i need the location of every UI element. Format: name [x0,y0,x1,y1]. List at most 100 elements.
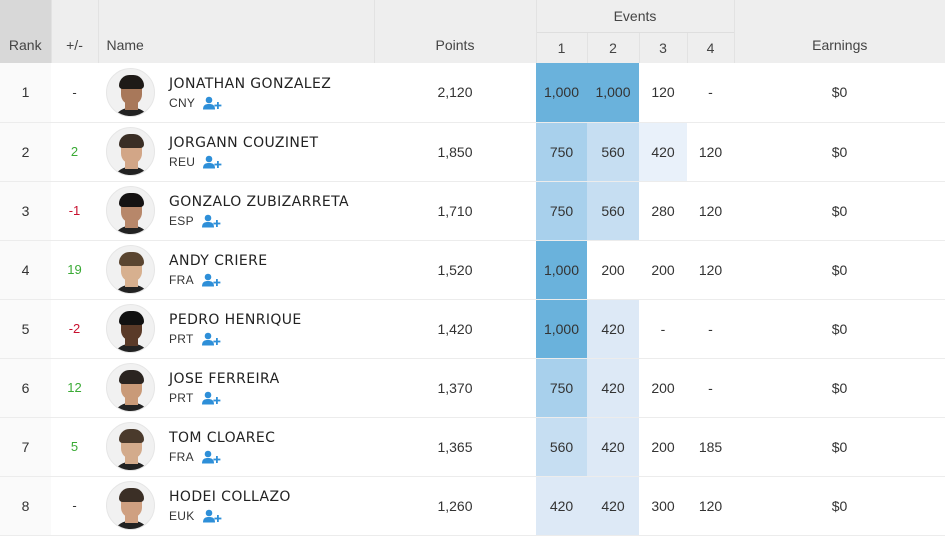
athlete-name[interactable]: JONATHAN GONZALEZ [169,75,332,92]
total-points: 1,850 [374,122,536,182]
event-1-header[interactable]: 1 [535,31,587,63]
add-person-icon[interactable] [201,332,221,346]
athlete-avatar[interactable] [106,481,155,530]
table-row[interactable]: 6 12 JOSE FERREIRA PRT [0,358,945,418]
total-points: 1,370 [374,358,536,418]
rank-cell: 4 [0,240,51,300]
athlete-meta: FRA [169,273,268,287]
change-header[interactable]: +/- [50,0,98,63]
table-row[interactable]: 4 19 ANDY CRIERE FRA [0,240,945,300]
event-2-header[interactable]: 2 [586,31,639,63]
athlete-country: PRT [169,391,194,405]
athlete-name[interactable]: JORGANN COUZINET [169,135,319,151]
athlete-meta: ESP [169,214,349,228]
athlete-info: JORGANN COUZINET REU [169,134,318,169]
table-row[interactable]: 7 5 TOM CLOAREC FRA [0,417,945,477]
athlete-cell: JONATHAN GONZALEZ CNY [98,63,374,123]
total-points: 1,710 [374,181,536,241]
athlete-country: PRT [169,332,194,346]
athlete-country: REU [169,155,196,169]
event-2-points: 420 [587,299,639,359]
athlete-avatar[interactable] [106,304,155,353]
athlete-avatar[interactable] [106,245,155,294]
athlete-avatar[interactable] [106,186,155,235]
athlete-name[interactable]: GONZALO ZUBIZARRETA [169,194,349,210]
add-person-icon[interactable] [202,509,222,523]
athlete-avatar[interactable] [106,127,155,176]
avatar-hair [119,311,144,325]
earnings: $0 [734,358,945,418]
event-1-points: 420 [536,476,587,536]
add-person-icon[interactable] [203,155,222,169]
points-header[interactable]: Points [373,0,536,63]
rank-cell: 2 [0,122,51,182]
event-4-points: 185 [687,417,734,477]
event-3-points: - [639,299,687,359]
earnings-header[interactable]: Earnings [733,0,945,63]
event-4-points: 120 [687,240,734,300]
athlete-name[interactable]: TOM CLOAREC [169,430,276,446]
total-points: 1,260 [374,476,536,536]
athlete-cell: GONZALO ZUBIZARRETA ESP [98,181,374,241]
table-row[interactable]: 3 -1 GONZALO ZUBIZARRETA ESP [0,181,945,241]
athlete-info: TOM CLOAREC FRA [169,429,275,464]
add-person-icon[interactable] [201,273,221,287]
avatar-hair [119,488,144,502]
athlete-cell: HODEI COLLAZO EUK [98,476,374,536]
athlete-meta: PRT [169,332,302,346]
event-1-points: 750 [536,122,587,182]
rank-cell: 6 [0,358,51,418]
rank-cell: 5 [0,299,51,359]
rank-change: -2 [51,299,98,359]
table-body: 1 - JONATHAN GONZALEZ CNY [0,63,945,536]
athlete-name[interactable]: JOSE FERREIRA [169,371,280,387]
table-row[interactable]: 1 - JONATHAN GONZALEZ CNY [0,63,945,123]
athlete-cell: JORGANN COUZINET REU [98,122,374,182]
rank-header[interactable]: Rank [0,0,51,63]
athlete: GONZALO ZUBIZARRETA ESP [98,186,374,235]
athlete-avatar[interactable] [106,363,155,412]
athlete: PEDRO HENRIQUE PRT [98,304,374,353]
athlete-name[interactable]: ANDY CRIERE [169,253,268,269]
rank-change: -1 [51,181,98,241]
event-4-header[interactable]: 4 [686,31,734,63]
event-2-points: 420 [587,476,639,536]
athlete-name[interactable]: HODEI COLLAZO [169,489,291,505]
add-person-icon[interactable] [201,391,221,405]
event-2-points: 420 [587,358,639,418]
total-points: 2,120 [374,63,536,123]
athlete-name[interactable]: PEDRO HENRIQUE [169,312,302,328]
table-row[interactable]: 2 2 JORGANN COUZINET REU [0,122,945,182]
athlete-cell: ANDY CRIERE FRA [98,240,374,300]
event-3-points: 200 [639,240,687,300]
athlete-avatar[interactable] [106,422,155,471]
event-1-points: 750 [536,181,587,241]
name-header[interactable]: Name [97,0,374,63]
event-4-points: 120 [687,122,734,182]
avatar-shirt [113,462,150,470]
earnings: $0 [734,476,945,536]
athlete-meta: CNY [169,96,331,110]
table-row[interactable]: 8 - HODEI COLLAZO EUK [0,476,945,536]
add-person-icon[interactable] [201,450,221,464]
athlete-avatar[interactable] [106,67,155,117]
rank-change: 2 [51,122,98,182]
table-row[interactable]: 5 -2 PEDRO HENRIQUE PRT [0,299,945,359]
event-1-points: 1,000 [536,299,587,359]
earnings: $0 [734,240,945,300]
avatar-shirt [113,107,150,116]
avatar-neck [125,279,138,287]
avatar-hair [119,429,144,443]
rank-change: - [51,476,98,536]
event-3-points: 200 [639,417,687,477]
athlete-meta: EUK [169,509,291,523]
event-1-points: 750 [536,358,587,418]
avatar-hair [119,370,144,384]
athlete-cell: TOM CLOAREC FRA [98,417,374,477]
athlete: JONATHAN GONZALEZ CNY [98,67,374,117]
add-person-icon[interactable] [203,96,222,110]
add-person-icon[interactable] [201,214,221,228]
event-3-header[interactable]: 3 [638,31,687,63]
athlete-country: CNY [169,95,196,110]
athlete-info: PEDRO HENRIQUE PRT [169,311,302,346]
